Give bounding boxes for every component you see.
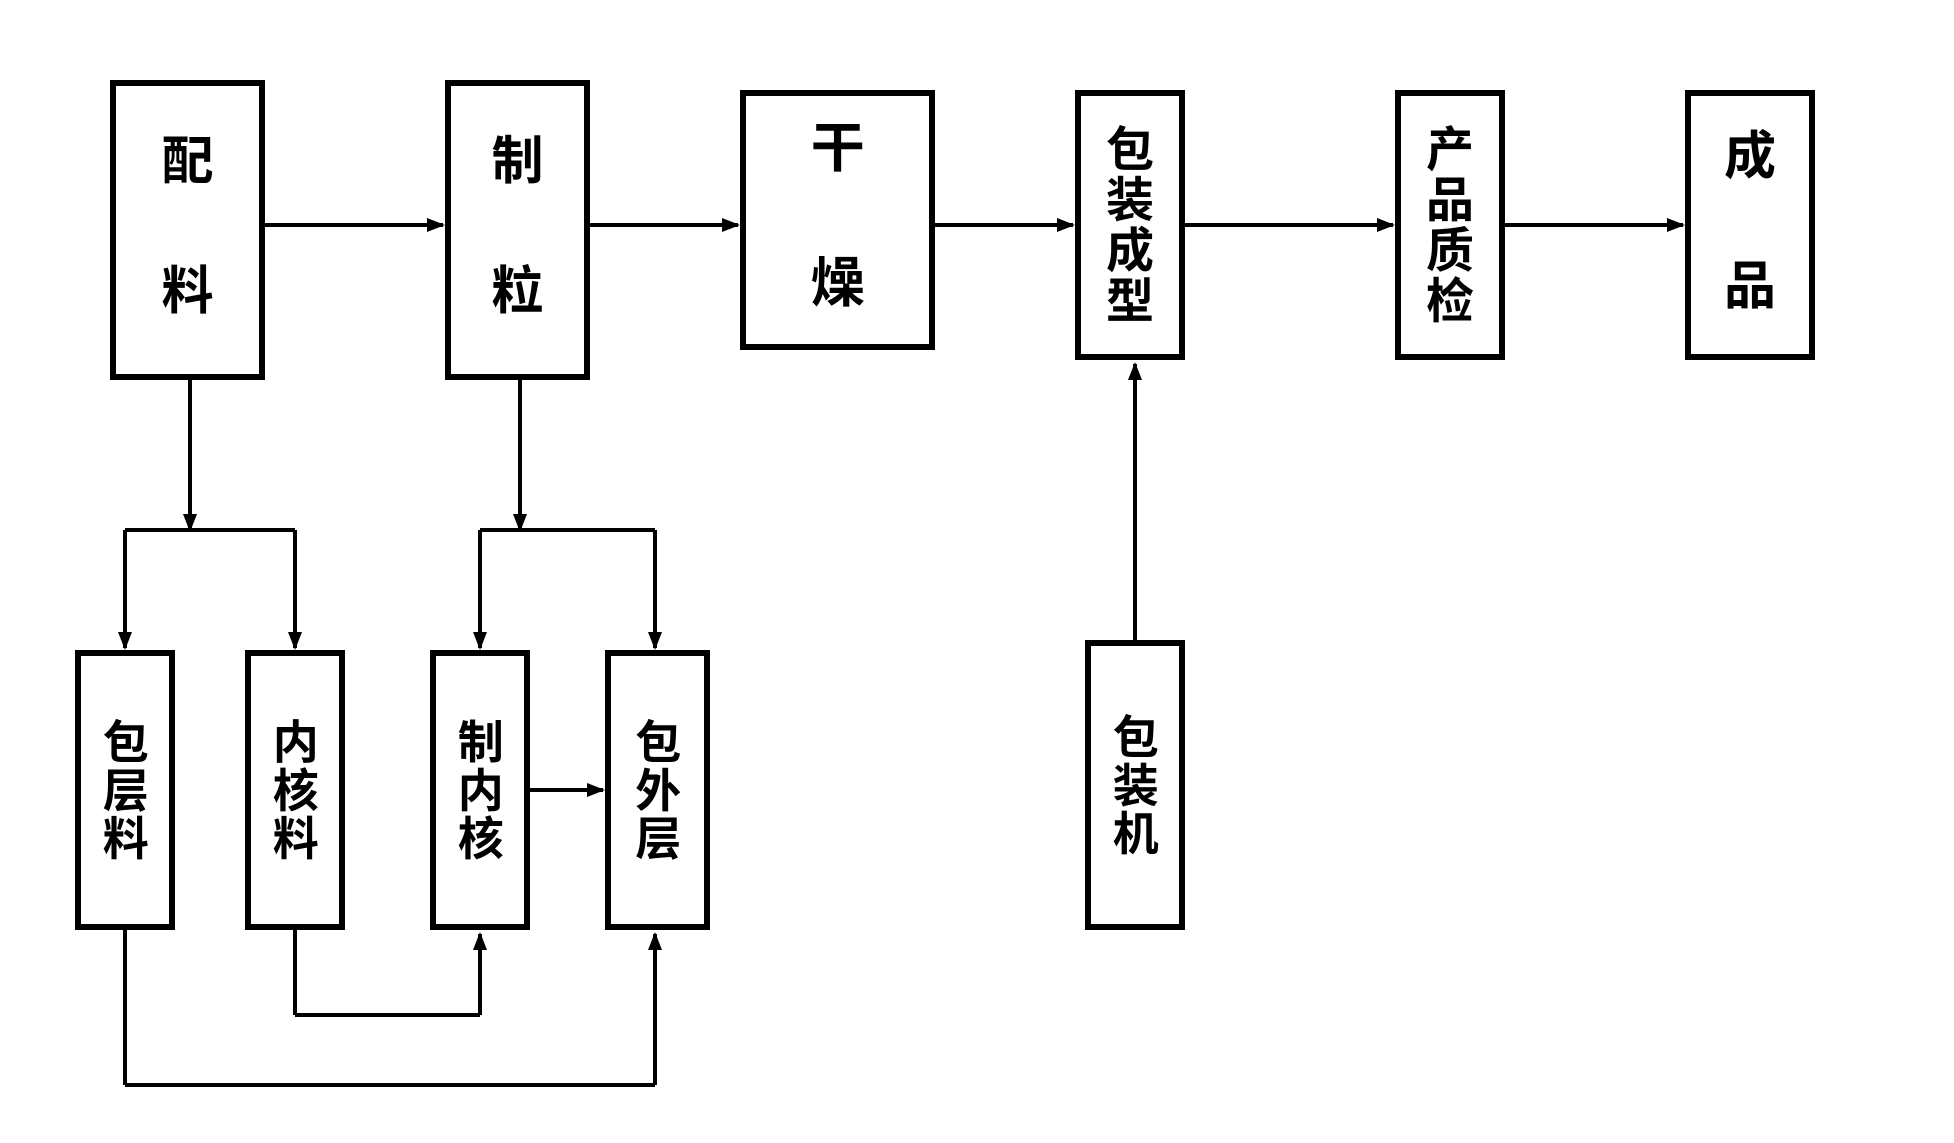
node-coat-outer-label: 包外层 — [629, 718, 687, 863]
node-granulation-label: 制 粒 — [485, 133, 550, 328]
node-packing-machine: 包装机 — [1085, 640, 1185, 930]
node-quality-check: 产品质检 — [1395, 90, 1505, 360]
node-drying-label: 干 燥 — [804, 119, 872, 322]
edge-b1-b4-under — [125, 930, 655, 1085]
node-make-core: 制内核 — [430, 650, 530, 930]
edge-n2-split — [480, 380, 655, 648]
node-finished-product-label: 成 品 — [1718, 128, 1783, 323]
node-core-material: 内核料 — [245, 650, 345, 930]
node-coat-outer: 包外层 — [605, 650, 710, 930]
node-coating-material-label: 包层料 — [96, 718, 154, 863]
node-finished-product: 成 品 — [1685, 90, 1815, 360]
node-packaging-form-label: 包装成型 — [1100, 124, 1160, 326]
node-ingredients: 配 料 — [110, 80, 265, 380]
node-make-core-label: 制内核 — [451, 718, 509, 863]
node-coating-material: 包层料 — [75, 650, 175, 930]
node-granulation: 制 粒 — [445, 80, 590, 380]
node-quality-check-label: 产品质检 — [1420, 124, 1480, 326]
node-packing-machine-label: 包装机 — [1106, 713, 1164, 858]
edge-b2-b3-under — [295, 930, 480, 1015]
edge-n1-split — [125, 380, 295, 648]
node-ingredients-label: 配 料 — [155, 133, 220, 328]
connectors — [0, 0, 1954, 1143]
node-drying: 干 燥 — [740, 90, 935, 350]
node-packaging-form: 包装成型 — [1075, 90, 1185, 360]
node-core-material-label: 内核料 — [266, 718, 324, 863]
